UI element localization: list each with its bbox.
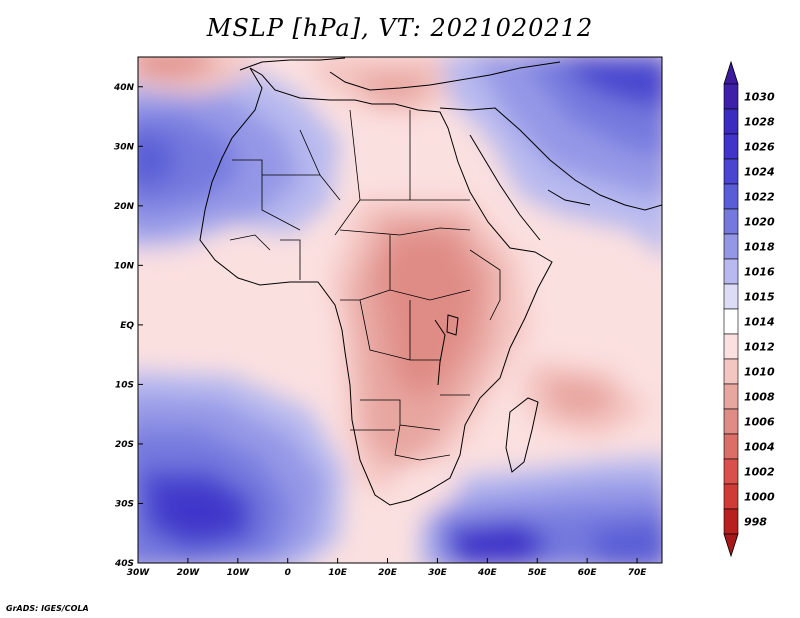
lat-tick-label: 10S xyxy=(115,380,134,390)
colorbar-top-arrow xyxy=(723,60,739,85)
lat-tick-label: 30N xyxy=(114,142,135,152)
lon-tick-label: 30W xyxy=(127,568,151,578)
colorbar-label: 1006 xyxy=(744,416,775,429)
colorbar-swatch xyxy=(723,408,739,435)
colorbar-swatch xyxy=(723,108,739,135)
colorbar-label: 1026 xyxy=(744,141,775,154)
lat-tick-label: 30S xyxy=(115,499,134,509)
colorbar-label: 1024 xyxy=(744,166,775,179)
colorbar-swatch xyxy=(723,158,739,185)
colorbar-label: 1000 xyxy=(744,491,775,504)
colorbar-label: 1020 xyxy=(744,216,775,229)
colorbar-swatch xyxy=(723,508,739,535)
lat-tick-label: 10N xyxy=(114,261,135,271)
colorbar-swatch xyxy=(723,333,739,360)
lat-tick-label: 20S xyxy=(115,440,134,450)
latitude-axis: 40N 30N 20N 10N EQ 10S 20S 30S 40S xyxy=(113,83,143,569)
colorbar-label: 1018 xyxy=(744,241,775,254)
colorbar-label: 1004 xyxy=(744,441,775,454)
colorbar-label: 1022 xyxy=(744,191,775,204)
colorbar-swatch xyxy=(723,208,739,235)
lon-tick-label: 10W xyxy=(227,568,251,578)
lon-tick-label: 50E xyxy=(528,568,548,578)
colorbar-label: 1014 xyxy=(744,316,775,329)
colorbar-swatch xyxy=(723,308,739,335)
map-title: MSLP [hPa], VT: 2021020212 xyxy=(206,14,594,42)
colorbar-swatch xyxy=(723,83,739,110)
pressure-field xyxy=(138,57,662,563)
colorbar-label: 1028 xyxy=(744,116,775,129)
lon-tick-label: 10E xyxy=(328,568,348,578)
colorbar-label: 1030 xyxy=(744,91,775,104)
colorbar-swatch xyxy=(723,258,739,285)
lat-tick-label: 20N xyxy=(114,202,135,212)
colorbar: 1030 1028 1026 1024 1022 1020 1018 1016 1015 1014… xyxy=(723,60,775,558)
lon-tick-label: 20W xyxy=(177,568,201,578)
colorbar-bottom-arrow xyxy=(723,533,739,558)
colorbar-label: 1010 xyxy=(744,366,775,379)
lon-tick-label: 60E xyxy=(578,568,598,578)
lon-tick-label: 30E xyxy=(428,568,448,578)
lon-tick-label: 0 xyxy=(285,568,291,578)
colorbar-swatch xyxy=(723,458,739,485)
colorbar-label: 1015 xyxy=(744,291,775,304)
colorbar-label: 1008 xyxy=(744,391,775,404)
colorbar-swatch xyxy=(723,433,739,460)
colorbar-swatch xyxy=(723,358,739,385)
colorbar-label: 998 xyxy=(744,516,767,529)
country-borders xyxy=(229,109,501,461)
lat-tick-label: 40N xyxy=(113,83,135,93)
lat-tick-label: EQ xyxy=(120,321,134,331)
colorbar-label: 1002 xyxy=(744,466,775,479)
colorbar-label: 1016 xyxy=(744,266,775,279)
colorbar-swatch xyxy=(723,283,739,310)
coastlines xyxy=(199,57,662,506)
colorbar-swatch xyxy=(723,233,739,260)
plot-frame xyxy=(137,56,663,564)
grads-credit: GrADS: IGES/COLA xyxy=(6,604,89,613)
lat-tick-label: 40S xyxy=(114,559,134,569)
colorbar-swatch xyxy=(723,383,739,410)
longitude-axis: 30W 20W 10W 0 10E 20E 30E 40E 50E 60E 70E xyxy=(127,558,647,578)
colorbar-label: 1012 xyxy=(744,341,775,354)
lon-tick-label: 20E xyxy=(378,568,398,578)
lon-tick-label: 40E xyxy=(477,568,498,578)
lon-tick-label: 70E xyxy=(628,568,648,578)
colorbar-swatch xyxy=(723,133,739,160)
colorbar-swatch xyxy=(723,183,739,210)
colorbar-swatch xyxy=(723,483,739,510)
